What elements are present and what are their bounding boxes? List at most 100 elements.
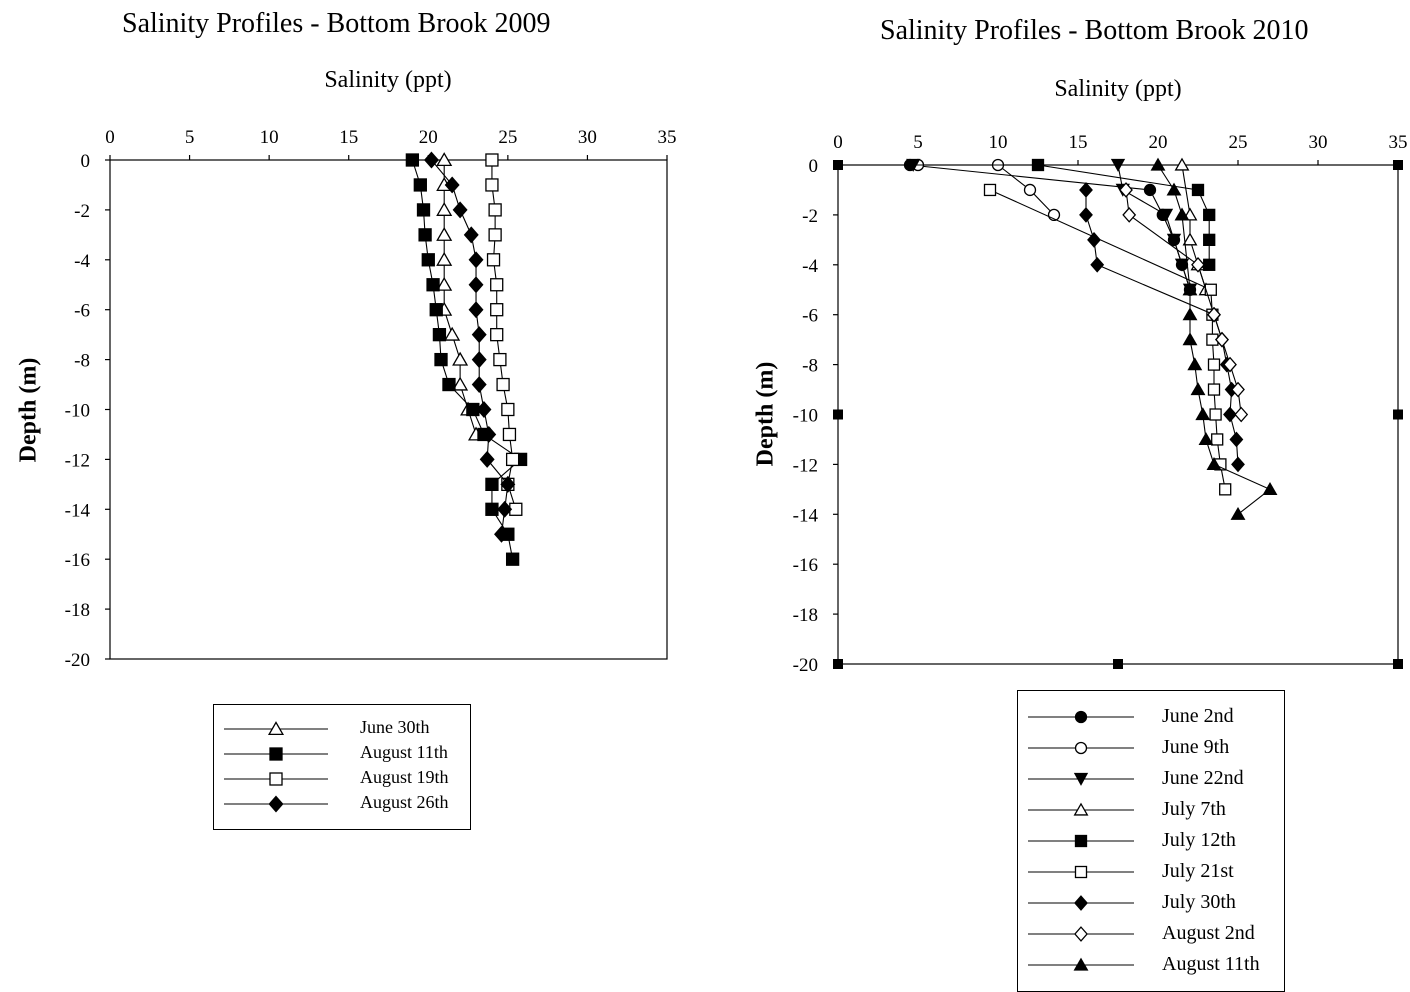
- data-point: [1174, 258, 1190, 272]
- data-point: [1223, 356, 1237, 373]
- x-tick-label: 0: [105, 127, 115, 148]
- legend-swatch: [1028, 926, 1134, 942]
- data-point: [1195, 407, 1211, 421]
- legend-label: August 19th: [360, 767, 449, 787]
- data-point: [471, 351, 487, 369]
- legend-swatch: [224, 747, 328, 761]
- data-point: [1231, 381, 1245, 398]
- data-point: [1198, 432, 1214, 446]
- data-point: [505, 452, 520, 467]
- data-point: [452, 201, 468, 219]
- data-point: [436, 152, 453, 167]
- data-point: [1207, 306, 1221, 323]
- data-point: [497, 500, 513, 518]
- data-point: [405, 153, 420, 167]
- data-point: [1182, 282, 1198, 296]
- data-point: [1119, 182, 1133, 198]
- legend-item: July 30th: [1018, 891, 1284, 917]
- legend-label: July 7th: [1162, 798, 1226, 820]
- data-point: [490, 278, 504, 292]
- data-point: [436, 201, 453, 216]
- data-point: [1182, 232, 1198, 246]
- legend-label: July 30th: [1162, 891, 1236, 913]
- data-point: [436, 251, 453, 266]
- series-june-2nd: [903, 158, 1197, 296]
- data-point: [463, 226, 479, 244]
- data-point: [1203, 208, 1216, 222]
- data-point: [426, 278, 440, 292]
- data-point: [500, 475, 516, 493]
- data-point: [1215, 331, 1229, 348]
- y-tick-label: -8: [74, 351, 90, 372]
- y-tick-label: -8: [802, 356, 818, 377]
- legend-label: June 2nd: [1162, 705, 1234, 727]
- data-point: [1166, 182, 1182, 196]
- data-point: [1191, 183, 1205, 197]
- legend-item: July 7th: [1018, 798, 1284, 824]
- data-point: [1203, 258, 1216, 271]
- series-line: [443, 160, 477, 435]
- x-tick-label: 15: [1069, 132, 1088, 153]
- y-tick-label: -18: [793, 605, 818, 626]
- x-tick-label: 10: [989, 132, 1008, 153]
- legend-label: June 9th: [1162, 736, 1230, 758]
- y-tick-label: -12: [65, 450, 90, 471]
- data-point: [1031, 158, 1045, 172]
- series-line: [431, 159, 509, 535]
- data-point: [1087, 231, 1101, 248]
- y-tick-label: -20: [65, 650, 90, 671]
- data-point: [429, 303, 443, 317]
- data-point: [1143, 183, 1157, 197]
- data-point: [413, 178, 427, 192]
- data-point: [1023, 183, 1037, 197]
- y-tick-label: 0: [81, 151, 91, 172]
- legend-swatch: [224, 772, 328, 786]
- legend-item: August 26th: [214, 792, 470, 818]
- y-tick-label: -16: [793, 555, 818, 576]
- legend-swatch: [1028, 895, 1134, 911]
- data-point: [490, 303, 504, 317]
- data-point: [452, 376, 469, 391]
- data-point: [481, 425, 497, 443]
- legend: June 2nd June 9th June 22nd July 7th July 12…: [1017, 690, 1285, 992]
- y-tick-label: -6: [802, 306, 818, 327]
- data-point: [493, 352, 507, 367]
- data-point: [485, 477, 499, 492]
- data-point: [1090, 256, 1105, 273]
- data-point: [418, 228, 432, 242]
- data-point: [496, 377, 510, 392]
- data-point: [444, 326, 461, 341]
- frame-handle: [1393, 659, 1403, 669]
- data-point: [490, 327, 504, 342]
- data-point: [1150, 157, 1166, 171]
- legend-swatch: [1028, 710, 1134, 724]
- data-point: [468, 301, 484, 319]
- legend-label: August 11th: [360, 742, 448, 762]
- y-tick-label: -4: [802, 256, 818, 277]
- series-july-7th: [1174, 157, 1214, 296]
- data-point: [486, 253, 501, 267]
- series-july-30th: [1079, 182, 1245, 473]
- data-point: [468, 276, 484, 294]
- data-point: [468, 251, 484, 269]
- data-point: [1158, 208, 1174, 222]
- data-point: [1190, 382, 1206, 396]
- data-point: [1207, 383, 1221, 396]
- data-point: [485, 502, 499, 516]
- x-tick-label: 5: [913, 132, 923, 153]
- plot-frame: [109, 159, 668, 660]
- data-point: [1234, 406, 1249, 423]
- data-point: [1166, 233, 1182, 247]
- x-tick-label: 35: [1389, 132, 1408, 153]
- data-point: [479, 450, 495, 468]
- data-point: [1182, 307, 1198, 321]
- data-point: [436, 276, 453, 291]
- y-tick-label: 0: [809, 156, 819, 177]
- frame-handle: [833, 409, 843, 420]
- legend-label: August 2nd: [1162, 922, 1255, 944]
- data-point: [488, 228, 502, 242]
- legend-item: June 9th: [1018, 736, 1284, 762]
- data-point: [501, 402, 515, 417]
- legend-swatch: [224, 721, 328, 736]
- data-point: [1110, 158, 1126, 172]
